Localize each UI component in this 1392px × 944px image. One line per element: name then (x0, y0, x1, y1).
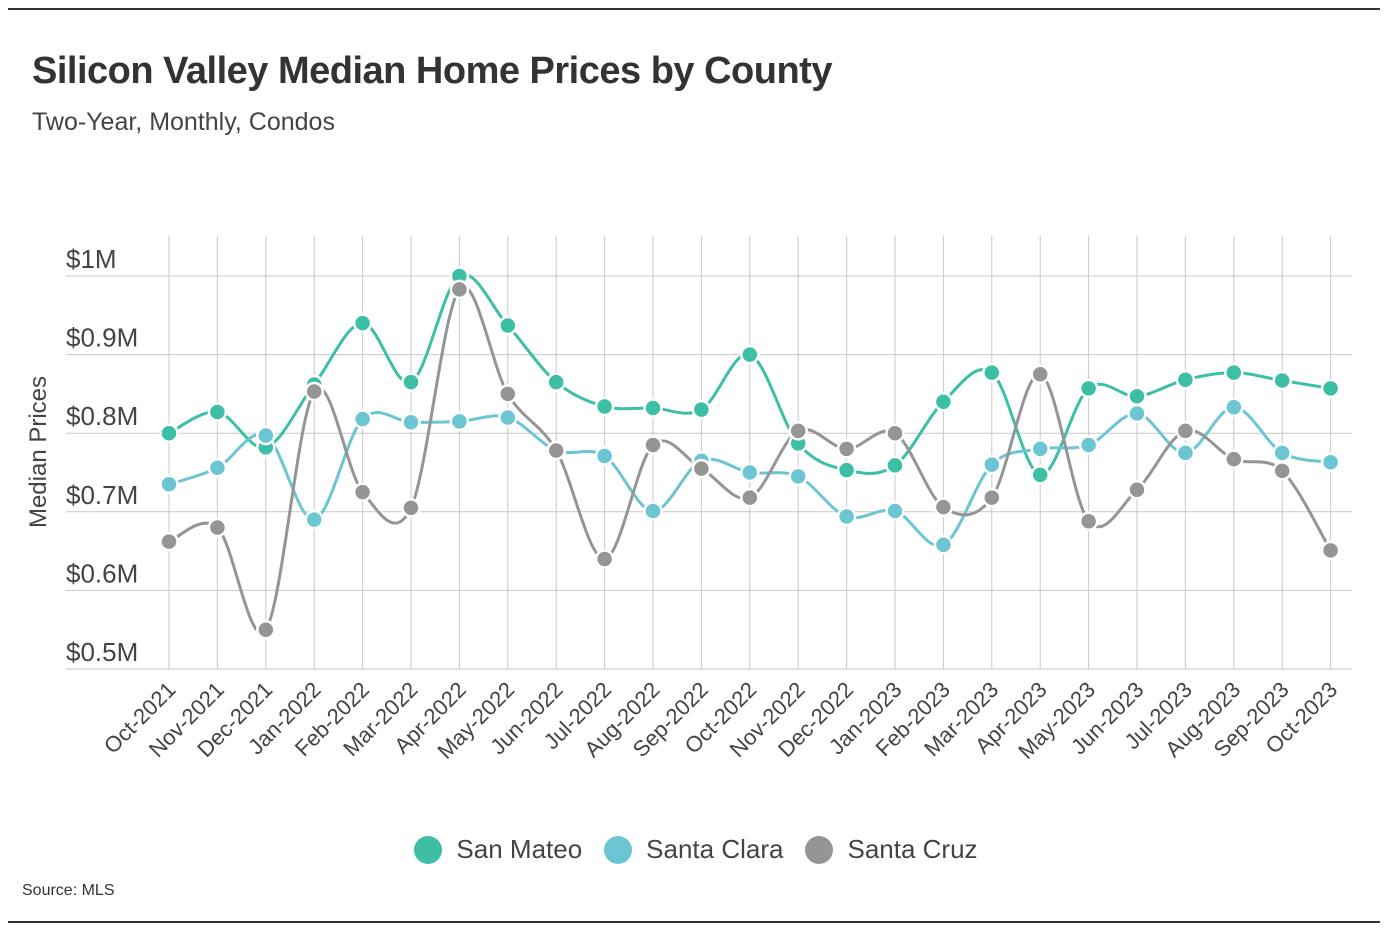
data-point-santa-cruz[interactable] (1224, 449, 1244, 469)
top-rule (8, 8, 1380, 10)
data-point-santa-clara[interactable] (1030, 439, 1050, 459)
data-point-san-mateo[interactable] (1224, 362, 1244, 383)
legend-label-san-mateo: San Mateo (456, 834, 583, 864)
y-tick-label: $0.7M (66, 480, 138, 510)
y-tick-label: $0.9M (66, 323, 138, 353)
legend-swatch-santa-cruz (805, 835, 834, 864)
data-point-san-mateo[interactable] (836, 460, 857, 480)
data-point-san-mateo[interactable] (933, 392, 954, 412)
legend-item-san-mateo[interactable]: San Mateo (414, 834, 582, 865)
data-point-santa-cruz[interactable] (401, 498, 421, 518)
data-point-santa-clara[interactable] (885, 501, 905, 521)
data-point-santa-clara[interactable] (1127, 403, 1147, 424)
data-point-santa-clara[interactable] (207, 458, 228, 478)
data-point-santa-cruz[interactable] (1272, 461, 1292, 481)
data-point-san-mateo[interactable] (401, 372, 421, 392)
chart-subtitle: Two-Year, Monthly, Condos (32, 108, 335, 136)
data-point-san-mateo[interactable] (691, 399, 712, 420)
data-point-san-mateo[interactable] (1030, 465, 1050, 485)
data-point-santa-clara[interactable] (836, 506, 857, 527)
data-point-santa-cruz[interactable] (159, 531, 179, 552)
data-point-san-mateo[interactable] (1127, 386, 1147, 407)
legend: San Mateo Santa Clara Santa Cruz (0, 834, 1392, 865)
y-tick-label: $0.8M (66, 401, 138, 431)
legend-label-santa-cruz: Santa Cruz (847, 834, 978, 864)
data-point-san-mateo[interactable] (1272, 370, 1292, 391)
data-point-santa-clara[interactable] (643, 501, 663, 521)
data-point-santa-cruz[interactable] (256, 619, 276, 640)
data-point-santa-clara[interactable] (1078, 435, 1099, 455)
data-point-santa-cruz[interactable] (594, 549, 615, 569)
data-point-santa-clara[interactable] (256, 425, 276, 446)
legend-item-santa-clara[interactable]: Santa Clara (604, 834, 783, 865)
data-point-santa-cruz[interactable] (836, 439, 857, 459)
data-point-san-mateo[interactable] (885, 455, 905, 476)
data-point-santa-cruz[interactable] (1175, 421, 1196, 441)
data-point-santa-cruz[interactable] (691, 458, 712, 479)
data-point-santa-cruz[interactable] (546, 440, 566, 461)
data-point-santa-cruz[interactable] (1127, 480, 1147, 500)
data-point-santa-clara[interactable] (498, 407, 518, 428)
bottom-rule (8, 921, 1380, 923)
legend-swatch-san-mateo (414, 835, 443, 864)
data-point-san-mateo[interactable] (159, 423, 179, 443)
data-point-santa-cruz[interactable] (982, 487, 1002, 508)
data-point-santa-clara[interactable] (594, 446, 615, 466)
y-tick-label: $0.5M (66, 637, 138, 667)
data-point-santa-clara[interactable] (449, 411, 470, 432)
data-point-santa-cruz[interactable] (449, 279, 470, 300)
data-point-san-mateo[interactable] (643, 398, 663, 418)
data-point-santa-clara[interactable] (1320, 452, 1341, 473)
data-point-san-mateo[interactable] (207, 402, 228, 422)
data-point-santa-cruz[interactable] (1320, 540, 1341, 561)
data-point-santa-cruz[interactable] (207, 517, 228, 538)
y-axis-title: Median Prices (25, 376, 52, 528)
source-note: Source: MLS (22, 882, 115, 899)
data-point-san-mateo[interactable] (546, 372, 566, 392)
chart-title: Silicon Valley Median Home Prices by Cou… (32, 50, 832, 92)
data-point-san-mateo[interactable] (1320, 378, 1341, 399)
data-point-santa-clara[interactable] (933, 535, 954, 555)
data-point-santa-cruz[interactable] (1030, 364, 1050, 384)
legend-item-santa-cruz[interactable]: Santa Cruz (805, 834, 978, 865)
data-point-santa-cruz[interactable] (304, 381, 324, 402)
data-point-san-mateo[interactable] (1175, 370, 1196, 390)
data-point-santa-clara[interactable] (740, 462, 760, 483)
data-point-santa-cruz[interactable] (933, 497, 954, 517)
legend-swatch-santa-clara (604, 835, 633, 864)
data-point-san-mateo[interactable] (982, 362, 1002, 383)
data-point-santa-clara[interactable] (1272, 443, 1292, 463)
data-point-san-mateo[interactable] (1078, 378, 1099, 399)
data-points (159, 266, 1341, 640)
data-point-santa-clara[interactable] (1224, 397, 1244, 418)
data-point-santa-clara[interactable] (1175, 443, 1196, 463)
data-point-santa-cruz[interactable] (643, 435, 663, 455)
y-tick-label: $1M (66, 244, 117, 274)
data-point-santa-clara[interactable] (159, 474, 179, 495)
data-point-santa-clara[interactable] (401, 412, 421, 432)
data-point-santa-cruz[interactable] (788, 421, 808, 441)
data-point-santa-cruz[interactable] (740, 487, 760, 508)
y-tick-label: $0.6M (66, 558, 138, 588)
axes: $0.5M$0.6M$0.7M$0.8M$0.9M$1MOct-2021Nov-… (25, 244, 1342, 764)
data-point-santa-clara[interactable] (982, 454, 1002, 475)
data-point-san-mateo[interactable] (498, 315, 518, 336)
data-point-san-mateo[interactable] (352, 313, 373, 333)
legend-label-santa-clara: Santa Clara (646, 834, 784, 864)
data-point-santa-cruz[interactable] (885, 423, 905, 443)
data-point-santa-cruz[interactable] (498, 384, 518, 404)
data-point-santa-cruz[interactable] (352, 482, 373, 502)
data-point-san-mateo[interactable] (594, 396, 615, 417)
data-point-san-mateo[interactable] (740, 344, 760, 365)
data-point-santa-clara[interactable] (788, 466, 808, 487)
data-point-santa-clara[interactable] (352, 409, 373, 429)
data-point-santa-cruz[interactable] (1078, 511, 1099, 531)
data-point-santa-clara[interactable] (304, 509, 324, 530)
